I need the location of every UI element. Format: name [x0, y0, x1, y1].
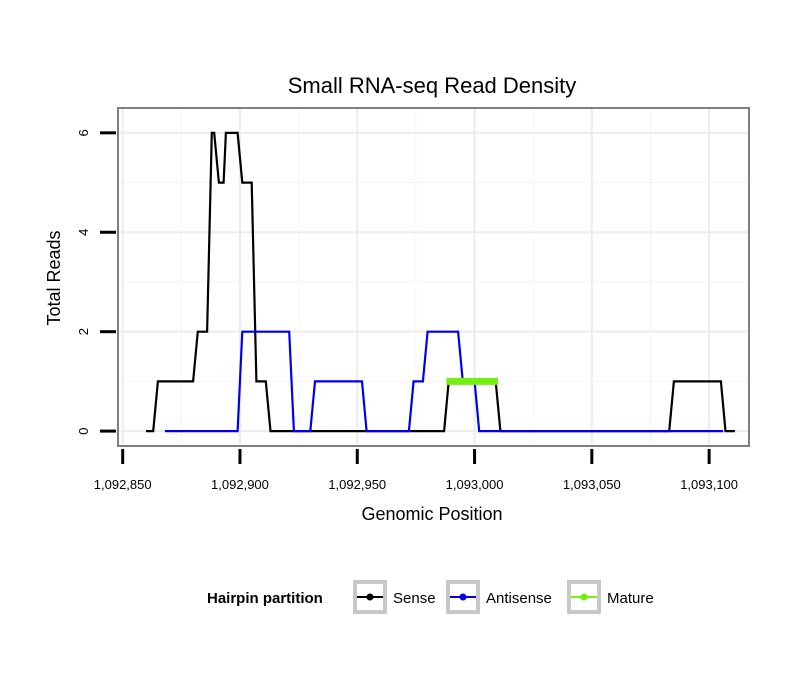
- legend-key-point: [459, 593, 467, 601]
- legend-item-mature: Mature: [567, 580, 654, 614]
- plot-panel-border: [117, 107, 750, 447]
- y-tick-label: 4: [76, 229, 91, 236]
- legend-key-point: [580, 593, 588, 601]
- legend-label: Mature: [607, 590, 654, 607]
- legend-key-point: [366, 593, 374, 601]
- x-tick-label: 1,093,050: [563, 477, 621, 492]
- x-tick-label: 1,093,100: [680, 477, 738, 492]
- x-axis: 1,092,850 1,092,900 1,092,950 1,093,000 1,09…: [94, 449, 738, 492]
- legend-item-antisense: Antisense: [446, 580, 552, 614]
- chart-title: Small RNA-seq Read Density: [288, 73, 577, 98]
- x-tick-label: 1,093,000: [446, 477, 504, 492]
- x-tick-label: 1,092,900: [211, 477, 269, 492]
- y-axis-label: Total Reads: [44, 230, 64, 325]
- y-tick-label: 0: [76, 427, 91, 434]
- x-axis-label: Genomic Position: [361, 504, 502, 524]
- legend-item-sense: Sense: [353, 580, 436, 614]
- x-tick-label: 1,092,850: [94, 477, 152, 492]
- legend-label: Antisense: [486, 590, 552, 607]
- legend-items: Sense Antisense Mature: [353, 580, 654, 614]
- legend-label: Sense: [393, 590, 436, 607]
- y-tick-label: 6: [76, 129, 91, 136]
- grid-lines: [118, 108, 749, 446]
- legend-title: Hairpin partition: [207, 590, 323, 607]
- y-axis: 0 2 4 6: [76, 129, 116, 435]
- series-layer: [146, 131, 735, 433]
- legend: Hairpin partition Sense Antisense Mature: [207, 580, 654, 614]
- y-tick-label: 2: [76, 328, 91, 335]
- x-tick-label: 1,092,950: [328, 477, 386, 492]
